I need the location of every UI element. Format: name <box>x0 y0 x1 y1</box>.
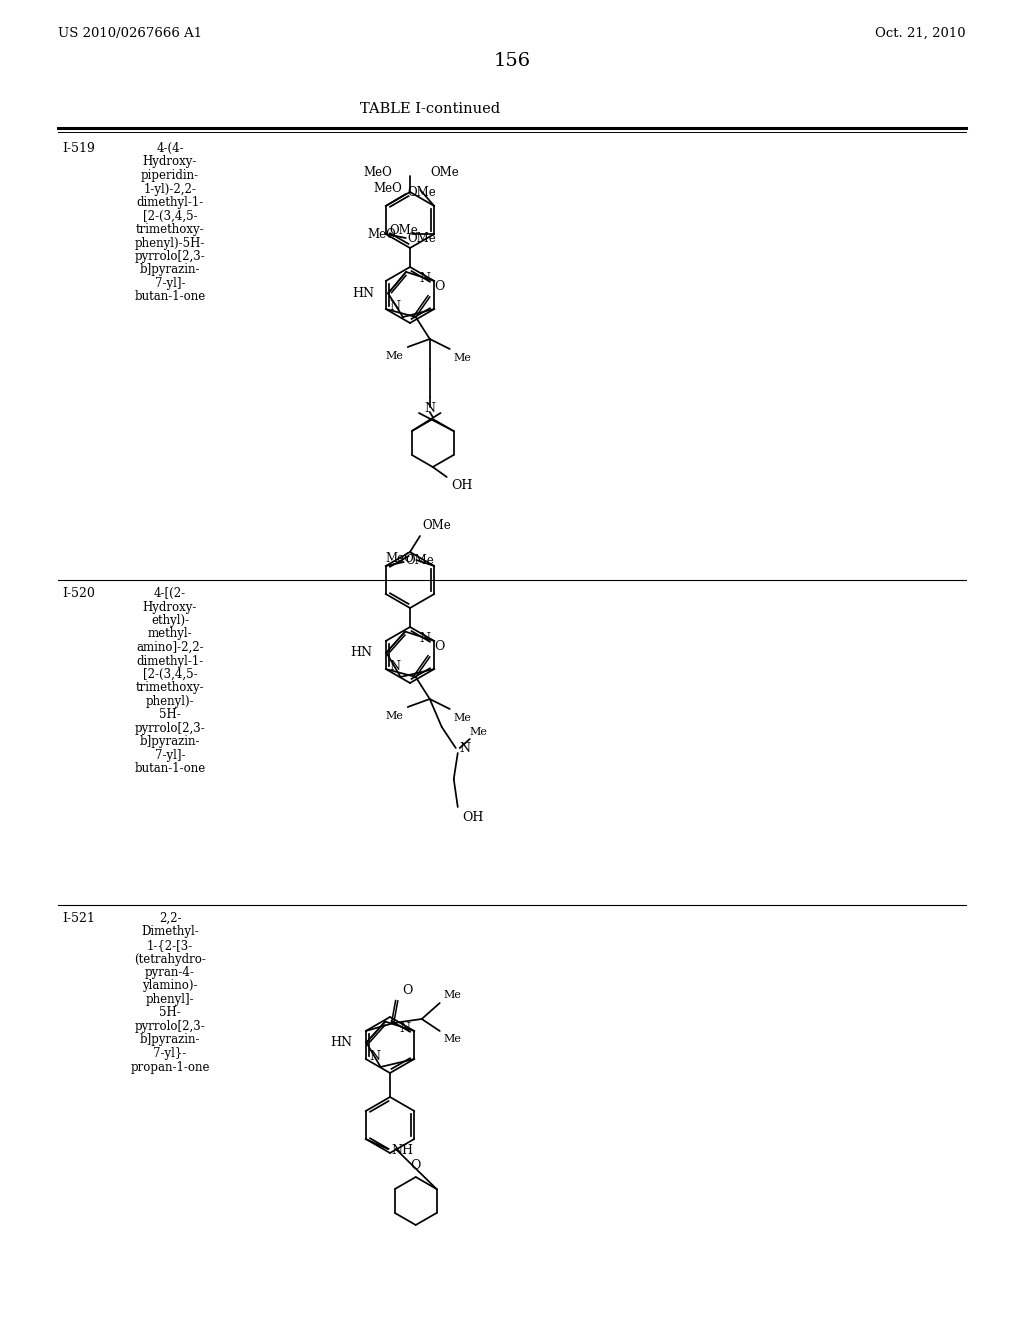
Text: MeO: MeO <box>368 227 396 240</box>
Text: phenyl)-: phenyl)- <box>145 696 195 708</box>
Text: O: O <box>434 280 444 293</box>
Text: OH: OH <box>462 810 483 824</box>
Text: N: N <box>419 632 430 645</box>
Text: butan-1-one: butan-1-one <box>134 763 206 776</box>
Text: 5H-: 5H- <box>159 1006 181 1019</box>
Text: Me: Me <box>443 990 462 1001</box>
Text: (tetrahydro-: (tetrahydro- <box>134 953 206 965</box>
Text: Me: Me <box>443 1034 462 1044</box>
Text: trimethoxy-: trimethoxy- <box>136 681 205 694</box>
Text: O: O <box>411 1159 421 1172</box>
Text: 7-yl]-: 7-yl]- <box>155 748 185 762</box>
Text: 4-[(2-: 4-[(2- <box>154 587 186 601</box>
Text: I-519: I-519 <box>62 143 95 154</box>
Text: HN: HN <box>352 286 374 300</box>
Text: N: N <box>419 272 430 285</box>
Text: ylamino)-: ylamino)- <box>142 979 198 993</box>
Text: piperidin-: piperidin- <box>141 169 199 182</box>
Text: amino]-2,2-: amino]-2,2- <box>136 642 204 653</box>
Text: HN: HN <box>350 645 373 659</box>
Text: Me: Me <box>470 727 487 737</box>
Text: TABLE I-continued: TABLE I-continued <box>360 102 500 116</box>
Text: dimethyl-1-: dimethyl-1- <box>136 655 204 668</box>
Text: trimethoxy-: trimethoxy- <box>136 223 205 236</box>
Text: N: N <box>370 1051 381 1064</box>
Text: 7-yl]-: 7-yl]- <box>155 277 185 290</box>
Text: NH: NH <box>392 1144 414 1158</box>
Text: US 2010/0267666 A1: US 2010/0267666 A1 <box>58 26 202 40</box>
Text: Me: Me <box>386 711 403 721</box>
Text: I-520: I-520 <box>62 587 95 601</box>
Text: 1-{2-[3-: 1-{2-[3- <box>146 939 194 952</box>
Text: MeO: MeO <box>385 552 415 565</box>
Text: Dimethyl-: Dimethyl- <box>141 925 199 939</box>
Text: phenyl]-: phenyl]- <box>145 993 195 1006</box>
Text: OMe: OMe <box>390 223 419 236</box>
Text: 156: 156 <box>494 51 530 70</box>
Text: Oct. 21, 2010: Oct. 21, 2010 <box>876 26 966 40</box>
Text: OMe: OMe <box>430 165 459 178</box>
Text: O: O <box>434 640 444 653</box>
Text: pyrrolo[2,3-: pyrrolo[2,3- <box>134 1020 206 1034</box>
Text: propan-1-one: propan-1-one <box>130 1060 210 1073</box>
Text: N: N <box>424 403 435 416</box>
Text: HN: HN <box>331 1036 352 1049</box>
Text: 5H-: 5H- <box>159 709 181 722</box>
Text: butan-1-one: butan-1-one <box>134 290 206 304</box>
Text: OMe: OMe <box>408 186 436 198</box>
Text: phenyl)-5H-: phenyl)-5H- <box>135 236 205 249</box>
Text: [2-(3,4,5-: [2-(3,4,5- <box>142 668 198 681</box>
Text: N: N <box>390 301 400 314</box>
Text: OMe: OMe <box>422 519 451 532</box>
Text: pyrrolo[2,3-: pyrrolo[2,3- <box>134 249 206 263</box>
Text: dimethyl-1-: dimethyl-1- <box>136 195 204 209</box>
Text: 1-yl)-2,2-: 1-yl)-2,2- <box>143 182 197 195</box>
Text: b]pyrazin-: b]pyrazin- <box>139 1034 201 1047</box>
Text: N: N <box>390 660 400 673</box>
Text: ethyl)-: ethyl)- <box>151 614 189 627</box>
Text: Me: Me <box>454 713 472 723</box>
Text: Me: Me <box>454 352 472 363</box>
Text: MeO: MeO <box>374 181 402 194</box>
Text: Me: Me <box>386 351 403 360</box>
Text: I-521: I-521 <box>62 912 95 925</box>
Text: [2-(3,4,5-: [2-(3,4,5- <box>142 210 198 223</box>
Text: b]pyrazin-: b]pyrazin- <box>139 735 201 748</box>
Text: Hydroxy-: Hydroxy- <box>142 601 198 614</box>
Text: N: N <box>460 742 471 755</box>
Text: O: O <box>401 983 412 997</box>
Text: OMe: OMe <box>408 231 436 244</box>
Text: b]pyrazin-: b]pyrazin- <box>139 264 201 276</box>
Text: Hydroxy-: Hydroxy- <box>142 156 198 169</box>
Text: N: N <box>399 1023 411 1035</box>
Text: pyrrolo[2,3-: pyrrolo[2,3- <box>134 722 206 735</box>
Text: 2,2-: 2,2- <box>159 912 181 925</box>
Text: 7-yl}-: 7-yl}- <box>154 1047 186 1060</box>
Text: OH: OH <box>451 479 472 492</box>
Text: methyl-: methyl- <box>147 627 193 640</box>
Text: 4-(4-: 4-(4- <box>157 143 184 154</box>
Text: MeO: MeO <box>364 165 392 178</box>
Text: OMe: OMe <box>406 553 434 566</box>
Text: pyran-4-: pyran-4- <box>145 966 195 979</box>
